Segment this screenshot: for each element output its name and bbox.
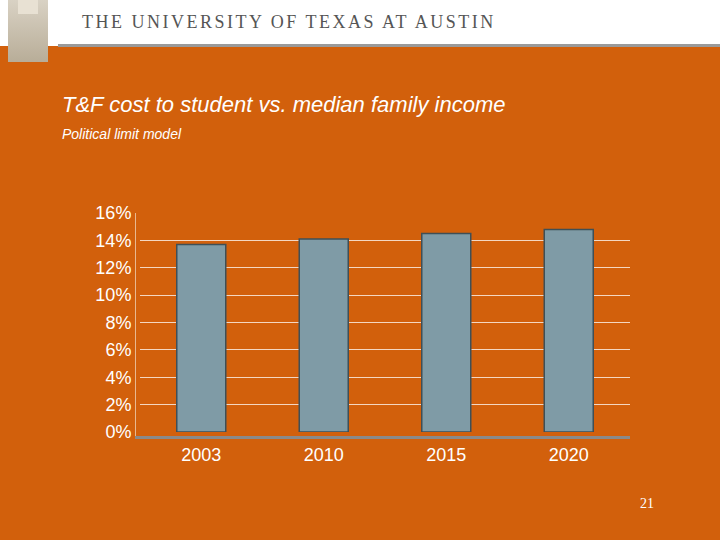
- svg-text:2010: 2010: [304, 445, 344, 465]
- html-text:Political limit model: Political limit model: [62, 126, 181, 142]
- svg-text:2%: 2%: [105, 395, 131, 415]
- html-text:T&F cost to student vs. median: T&F cost to student vs. median family in…: [62, 92, 506, 117]
- svg-text:12%: 12%: [95, 258, 131, 278]
- svg-text:4%: 4%: [105, 368, 131, 388]
- svg-text:14%: 14%: [95, 231, 131, 251]
- svg-text:8%: 8%: [105, 313, 131, 333]
- svg-text:2015: 2015: [426, 445, 466, 465]
- svg-text:2003: 2003: [181, 445, 221, 465]
- svg-text:0%: 0%: [105, 422, 131, 442]
- html-text:21: 21: [640, 496, 654, 511]
- html-text:THE UNIVERSITY OF TEXAS AT AUS: THE UNIVERSITY OF TEXAS AT AUSTIN: [82, 12, 496, 32]
- svg-text:6%: 6%: [105, 340, 131, 360]
- svg-text:16%: 16%: [95, 203, 131, 223]
- svg-text:10%: 10%: [95, 285, 131, 305]
- svg-text:2020: 2020: [549, 445, 589, 465]
